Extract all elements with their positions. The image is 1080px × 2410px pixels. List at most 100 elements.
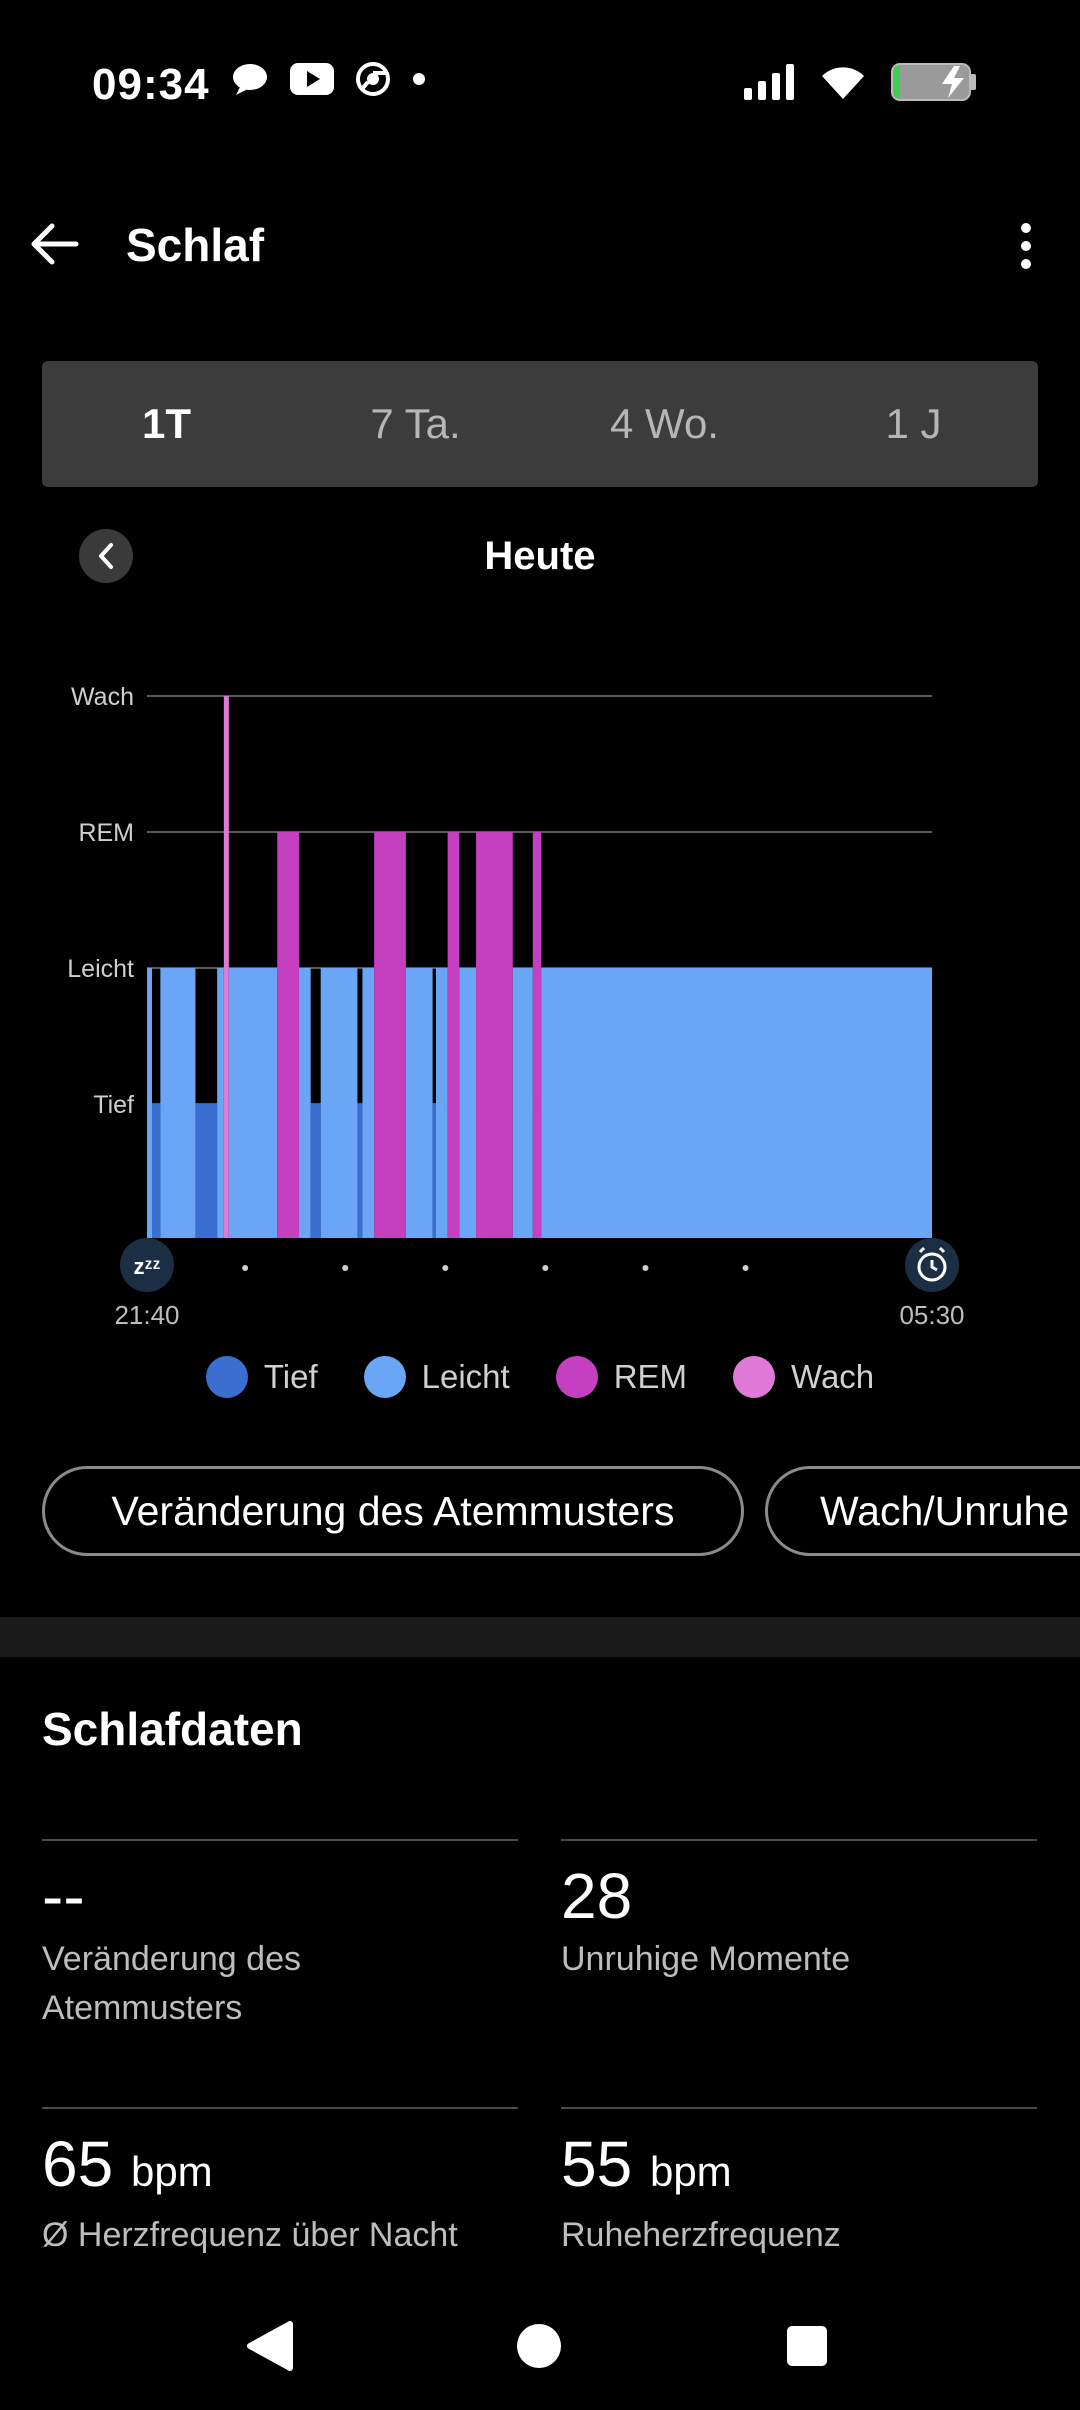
legend-label-rem: REM xyxy=(613,1358,688,1395)
nav-recents-icon[interactable] xyxy=(787,2326,827,2366)
status-time: 09:34 xyxy=(92,60,210,109)
x-axis-tick xyxy=(242,1265,249,1271)
legend-item-leicht: Leicht xyxy=(363,1356,510,1398)
sleep-segment-rem xyxy=(374,832,406,1238)
legend-dot-wach xyxy=(733,1356,776,1398)
sleep-segment-leicht xyxy=(147,968,153,1238)
wifi-icon xyxy=(822,67,864,99)
legend-item-tief: Tief xyxy=(205,1356,318,1398)
legend-dot-rem xyxy=(555,1356,598,1398)
chat-bubble-icon xyxy=(233,64,267,95)
period-tabs: 1T 7 Ta. 4 Wo. 1 J xyxy=(42,361,1038,487)
chrome-icon xyxy=(356,62,390,96)
sleep-segment-leicht xyxy=(320,968,358,1238)
sleep-segment-tief xyxy=(432,1104,436,1238)
sleep-segment-tief xyxy=(195,1104,218,1238)
tab-1t[interactable]: 1T xyxy=(141,400,191,447)
battery-charging-icon xyxy=(891,63,976,101)
status-icons-left xyxy=(232,62,426,96)
stat-resting-heart-rate: 55 bpm Ruheherzfrequenz xyxy=(561,2107,1037,2260)
previous-day-button[interactable] xyxy=(79,529,133,583)
sleep-segment-leicht xyxy=(298,968,311,1238)
stat-unit: bpm xyxy=(649,2148,732,2195)
stat-value: 65 xyxy=(42,2128,114,2200)
stat-label: Veränderung des Atemmusters xyxy=(42,1940,301,2027)
stat-restless-moments: 28 Unruhige Momente xyxy=(561,1839,1037,1984)
stat-value: -- xyxy=(42,1860,85,1932)
sleep-segment-leicht xyxy=(541,968,932,1238)
y-axis-label-leicht: Leicht xyxy=(67,955,134,983)
chip-awake-restless[interactable]: Wach/Unruhe xyxy=(765,1466,1080,1556)
stat-value-wrap: 28 xyxy=(561,1857,1037,1935)
y-axis-label-rem: REM xyxy=(78,819,134,847)
stat-breathing-variations: -- Veränderung des Atemmusters xyxy=(42,1839,518,2033)
chip-breathing-variations[interactable]: Veränderung des Atemmusters xyxy=(42,1466,744,1556)
sleep-segment-leicht xyxy=(405,968,433,1238)
stat-label: Unruhige Momente xyxy=(561,1940,851,1978)
legend-label-leicht: Leicht xyxy=(421,1358,510,1395)
x-axis-end-label: 05:30 xyxy=(899,1300,964,1330)
youtube-icon xyxy=(290,63,334,95)
sleep-segment-leicht xyxy=(459,968,477,1238)
sleep-segment-leicht xyxy=(435,968,448,1238)
legend-label-wach: Wach xyxy=(791,1358,875,1395)
stat-value-wrap: 55 bpm xyxy=(561,2125,1037,2211)
dot-icon xyxy=(413,73,425,85)
sleep-segment-rem xyxy=(277,832,299,1238)
y-axis-label-wach: Wach xyxy=(71,683,134,711)
sleep-segment-wach xyxy=(223,696,229,1238)
sleep-segment-leicht xyxy=(160,968,196,1238)
stat-value-wrap: -- xyxy=(42,1857,518,1935)
sleep-segment-leicht xyxy=(217,968,224,1238)
section-title: Schlafdaten xyxy=(42,1703,303,1755)
stat-avg-heart-rate: 65 bpm Ø Herzfrequenz über Nacht xyxy=(42,2107,518,2260)
status-icons-right xyxy=(744,62,988,102)
stat-value-wrap: 65 bpm xyxy=(42,2125,518,2211)
nav-back-icon[interactable] xyxy=(247,2321,293,2371)
x-axis-tick xyxy=(542,1265,549,1271)
sleep-segment-rem xyxy=(532,832,542,1238)
day-label: Heute xyxy=(484,534,596,578)
section-divider xyxy=(0,1617,1080,1657)
stat-label: Ruheherzfrequenz xyxy=(561,2216,841,2254)
stat-value: 55 xyxy=(561,2128,633,2200)
sleep-start-icon: zᶻᶻ xyxy=(120,1238,174,1292)
legend-dot-leicht xyxy=(363,1356,406,1398)
tab-1-year[interactable]: 1 J xyxy=(885,400,942,447)
stat-label: Ø Herzfrequenz über Nacht xyxy=(42,2216,458,2254)
y-axis-label-tief: Tief xyxy=(93,1091,134,1119)
more-options-icon[interactable] xyxy=(1014,222,1038,270)
sleep-segment-leicht xyxy=(362,968,375,1238)
sleep-segment-leicht xyxy=(228,968,278,1238)
stat-value: 28 xyxy=(561,1860,633,1932)
x-axis-tick xyxy=(442,1265,449,1271)
svg-text:zᶻᶻ: zᶻᶻ xyxy=(134,1254,161,1279)
x-axis-tick xyxy=(642,1265,649,1271)
back-arrow-icon[interactable] xyxy=(26,216,82,272)
legend-label-tief: Tief xyxy=(263,1358,318,1395)
nav-home-icon[interactable] xyxy=(517,2324,561,2368)
sleep-chart: Wach REM Leicht Tief zᶻᶻ 21:40 05:30 xyxy=(67,683,964,1330)
x-axis-tick xyxy=(342,1265,349,1271)
stat-unit: bpm xyxy=(130,2148,213,2195)
chevron-left-icon xyxy=(99,543,113,569)
sleep-segment-leicht xyxy=(512,968,533,1238)
sleep-segment-tief xyxy=(152,1104,161,1238)
x-axis-tick xyxy=(742,1265,749,1271)
sleep-segment-rem xyxy=(447,832,460,1238)
x-axis-start-label: 21:40 xyxy=(114,1300,179,1330)
legend-dot-tief xyxy=(205,1356,248,1398)
tab-4-weeks[interactable]: 4 Wo. xyxy=(610,400,719,447)
sleep-segment-tief xyxy=(357,1104,363,1238)
chart-legend: Tief Leicht REM Wach xyxy=(0,1356,1080,1398)
legend-item-wach: Wach xyxy=(733,1356,874,1398)
tab-7-days[interactable]: 7 Ta. xyxy=(370,400,461,447)
signal-icon xyxy=(744,64,794,100)
sleep-segment-rem xyxy=(476,832,513,1238)
legend-item-rem: REM xyxy=(555,1356,688,1398)
sleep-segment-tief xyxy=(310,1104,321,1238)
system-nav-bar xyxy=(247,2321,827,2371)
page-title: Schlaf xyxy=(126,219,265,271)
alarm-clock-icon xyxy=(905,1238,959,1292)
